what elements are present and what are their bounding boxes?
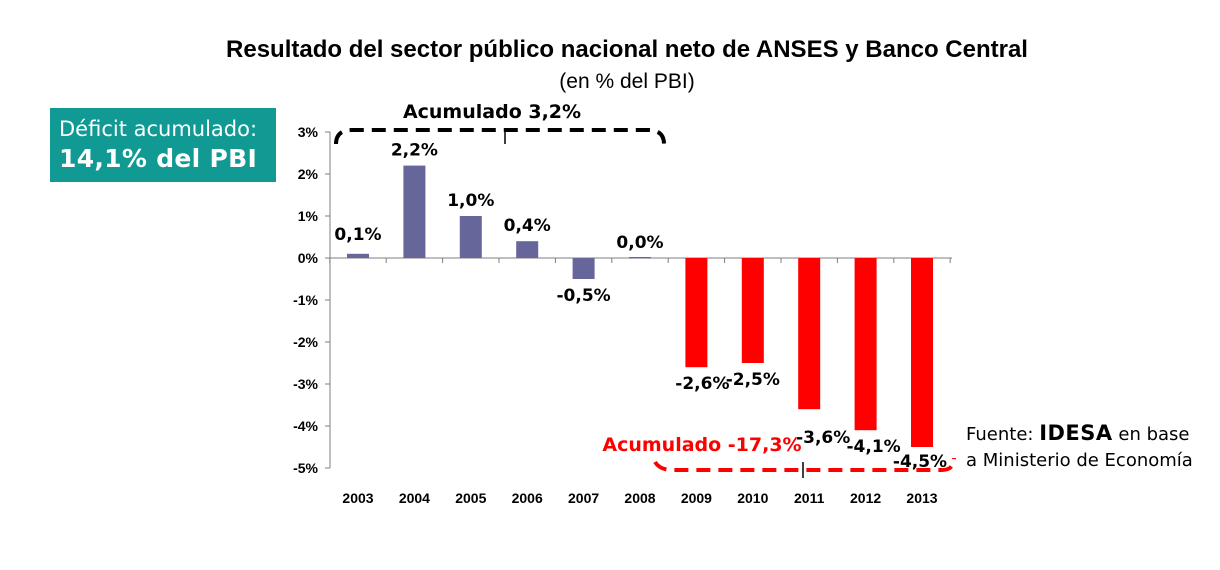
source-prefix: Fuente: (966, 424, 1040, 445)
x-tick-label-2012: 2012 (850, 490, 881, 506)
data-label-2008: 0,0% (616, 233, 663, 253)
y-tick-label: -2% (293, 334, 318, 350)
data-label-2005: 1,0% (447, 191, 494, 211)
data-label-2003: 0,1% (334, 225, 381, 245)
chart-subtitle: (en % del PBI) (559, 70, 695, 93)
y-tick-label: 0% (298, 250, 319, 266)
y-tick-label: -4% (293, 418, 318, 434)
source-org: IDESA (1039, 421, 1113, 445)
x-tick-label-2005: 2005 (455, 490, 486, 506)
x-tick-label-2006: 2006 (512, 490, 543, 506)
data-label-2011: -3,6% (796, 428, 850, 448)
source-note: Fuente: IDESA en base a Ministerio de Ec… (966, 420, 1206, 474)
y-tick-label: 2% (298, 166, 319, 182)
annotation-accumulated-positive: Acumulado 3,2% (403, 101, 581, 123)
bar-2006 (516, 241, 539, 258)
x-tick-label-2008: 2008 (624, 490, 655, 506)
data-label-2010: -2,5% (726, 370, 780, 390)
y-tick-label: -1% (293, 292, 318, 308)
bar-2005 (459, 216, 482, 258)
source-suffix: en base a Ministerio de Economía (966, 424, 1193, 471)
bar-2008 (629, 257, 651, 259)
x-tick-label-2013: 2013 (906, 490, 937, 506)
x-tick-label-2004: 2004 (399, 490, 430, 506)
y-tick-label: 3% (298, 124, 319, 140)
x-tick-label-2010: 2010 (737, 490, 768, 506)
bracket-positive-period (334, 128, 666, 145)
bar-2013 (911, 258, 933, 447)
data-label-2009: -2,6% (675, 374, 729, 394)
y-tick-label: -3% (293, 376, 318, 392)
bar-2003 (347, 253, 369, 258)
bar-2004 (403, 165, 426, 258)
bar-2009 (685, 258, 708, 368)
deficit-callout-label: Déficit acumulado: (59, 117, 258, 141)
bar-2007 (572, 258, 595, 279)
x-tick-label-2009: 2009 (681, 490, 712, 506)
x-tick-label-2011: 2011 (794, 490, 825, 506)
data-label-2006: 0,4% (504, 216, 551, 236)
annotation-accumulated-negative: Acumulado -17,3% (602, 434, 801, 456)
chart-title: Resultado del sector público nacional ne… (226, 36, 1028, 63)
y-tick-label: 1% (298, 208, 319, 224)
deficit-callout-value: 14,1% del PBI (59, 144, 258, 173)
bracket-negative-period (653, 457, 956, 472)
data-label-2012: -4,1% (846, 437, 900, 457)
deficit-callout-box: Déficit acumulado: 14,1% del PBI (50, 108, 276, 182)
bar-2012 (854, 258, 877, 431)
x-tick-label-2003: 2003 (342, 490, 373, 506)
bar-2011 (798, 258, 821, 410)
x-tick-label-2007: 2007 (568, 490, 599, 506)
data-label-2004: 2,2% (391, 141, 438, 161)
data-label-2007: -0,5% (556, 286, 610, 306)
bar-2010 (741, 258, 764, 363)
data-label-2013: -4,5% (893, 452, 947, 472)
y-tick-label: -5% (293, 460, 318, 476)
